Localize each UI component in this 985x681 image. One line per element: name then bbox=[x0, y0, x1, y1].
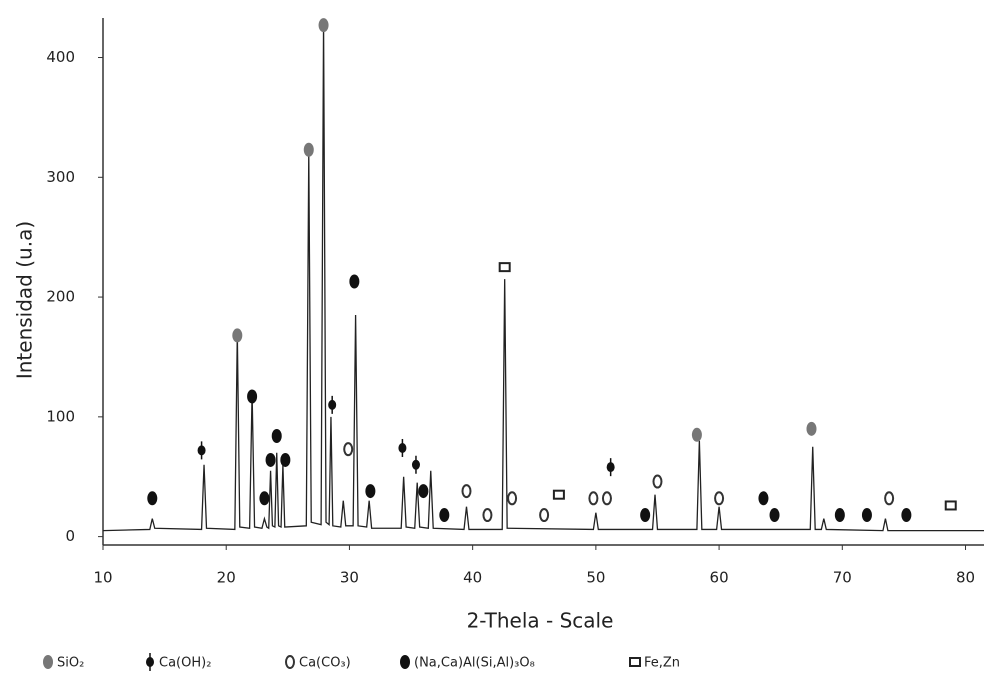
phase-marker bbox=[439, 508, 450, 523]
phase-marker bbox=[398, 442, 407, 453]
phase-marker bbox=[901, 508, 912, 523]
phase-marker bbox=[411, 459, 420, 470]
x-tick-label: 70 bbox=[833, 569, 852, 587]
phase-marker bbox=[271, 429, 282, 444]
x-tick-label: 50 bbox=[586, 569, 605, 587]
phase-marker bbox=[714, 491, 725, 506]
phase-marker bbox=[280, 452, 291, 467]
phase-marker bbox=[318, 18, 329, 33]
phase-marker bbox=[606, 462, 615, 473]
phase-marker bbox=[197, 445, 206, 456]
x-tick-label: 60 bbox=[710, 569, 729, 587]
y-tick-label: 300 bbox=[46, 168, 75, 186]
phase-marker bbox=[601, 491, 612, 506]
phase-marker bbox=[861, 508, 872, 523]
phase-marker bbox=[691, 427, 702, 442]
phase-marker bbox=[232, 328, 243, 343]
x-axis-title: 2-Thela - Scale bbox=[467, 609, 614, 633]
legend-symbol bbox=[146, 657, 154, 667]
phase-marker bbox=[806, 421, 817, 436]
legend-symbol bbox=[285, 655, 295, 669]
phase-marker bbox=[147, 491, 158, 506]
x-tick-label: 10 bbox=[93, 569, 112, 587]
phase-marker bbox=[328, 399, 337, 410]
y-axis-title: Intensidad (u.a) bbox=[13, 221, 37, 379]
x-tick-label: 20 bbox=[217, 569, 236, 587]
phase-marker bbox=[884, 491, 895, 506]
phase-marker bbox=[507, 491, 518, 506]
phase-marker bbox=[259, 491, 270, 506]
legend-label: Ca(OH)₂ bbox=[159, 656, 211, 671]
legend-label: (Na,Ca)Al(Si,Al)₃O₈ bbox=[414, 656, 535, 671]
phase-marker bbox=[498, 262, 511, 273]
phase-marker bbox=[758, 491, 769, 506]
x-tick-label: 30 bbox=[340, 569, 359, 587]
legend-symbol bbox=[629, 657, 641, 667]
y-tick-label: 0 bbox=[65, 527, 75, 545]
y-tick-label: 400 bbox=[46, 48, 75, 66]
phase-marker bbox=[365, 484, 376, 499]
phase-marker bbox=[247, 389, 258, 404]
phase-marker bbox=[944, 500, 957, 511]
phase-marker bbox=[769, 508, 780, 523]
phase-marker bbox=[349, 274, 360, 289]
x-tick-label: 80 bbox=[956, 569, 975, 587]
legend-symbol bbox=[43, 655, 53, 669]
phase-marker bbox=[461, 484, 472, 499]
legend-label: Ca(CO₃) bbox=[299, 656, 351, 671]
legend-label: SiO₂ bbox=[57, 656, 84, 671]
phase-marker bbox=[303, 142, 314, 157]
phase-marker bbox=[652, 474, 663, 489]
phase-marker bbox=[640, 508, 651, 523]
phase-marker bbox=[482, 508, 493, 523]
phase-marker bbox=[552, 489, 565, 500]
y-tick-label: 200 bbox=[46, 288, 75, 306]
legend-label: Fe,Zn bbox=[644, 656, 680, 671]
phase-marker bbox=[343, 442, 354, 457]
phase-marker bbox=[588, 491, 599, 506]
phase-marker bbox=[834, 508, 845, 523]
trace bbox=[102, 21, 984, 532]
x-tick-label: 40 bbox=[463, 569, 482, 587]
legend-symbol bbox=[400, 655, 410, 669]
phase-marker bbox=[418, 484, 429, 499]
y-tick-label: 100 bbox=[46, 407, 75, 425]
phase-marker bbox=[265, 452, 276, 467]
phase-marker bbox=[539, 508, 550, 523]
